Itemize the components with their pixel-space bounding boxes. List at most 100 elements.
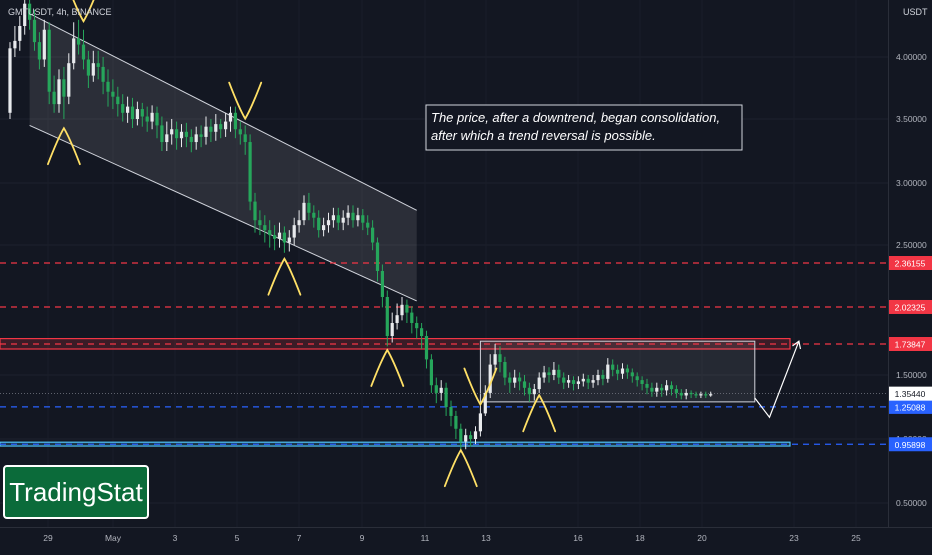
candle[interactable] xyxy=(459,423,463,450)
candle[interactable] xyxy=(395,303,399,330)
candle[interactable] xyxy=(297,210,301,233)
candle[interactable] xyxy=(449,400,453,427)
candle[interactable] xyxy=(62,66,66,119)
candle[interactable] xyxy=(635,372,639,387)
candle[interactable] xyxy=(424,330,429,369)
candle[interactable] xyxy=(464,428,468,450)
candle[interactable] xyxy=(219,119,223,139)
candle[interactable] xyxy=(42,19,46,67)
candle[interactable] xyxy=(581,373,585,387)
candle[interactable] xyxy=(434,377,438,404)
candle[interactable] xyxy=(366,215,370,236)
candle[interactable] xyxy=(214,114,218,141)
candle[interactable] xyxy=(552,362,556,381)
candle[interactable] xyxy=(302,195,306,226)
candle[interactable] xyxy=(307,192,311,221)
candle[interactable] xyxy=(23,0,27,35)
candle[interactable] xyxy=(483,385,487,416)
candle[interactable] xyxy=(145,106,149,132)
candle[interactable] xyxy=(312,205,316,228)
candle[interactable] xyxy=(253,192,257,233)
candle[interactable] xyxy=(650,382,654,397)
candle[interactable] xyxy=(478,405,482,437)
candle[interactable] xyxy=(199,125,203,148)
candle[interactable] xyxy=(111,79,115,110)
candle[interactable] xyxy=(258,210,262,236)
candle[interactable] xyxy=(341,210,345,231)
candle[interactable] xyxy=(655,382,659,397)
candle[interactable] xyxy=(204,116,208,145)
candle[interactable] xyxy=(189,129,193,153)
candle[interactable] xyxy=(665,380,669,396)
candle[interactable] xyxy=(469,431,473,447)
candle[interactable] xyxy=(86,50,90,88)
candle[interactable] xyxy=(454,410,458,439)
candle[interactable] xyxy=(351,205,355,228)
candle[interactable] xyxy=(689,390,693,399)
candle[interactable] xyxy=(596,369,600,386)
candle[interactable] xyxy=(101,57,105,95)
candle[interactable] xyxy=(375,237,380,282)
candle[interactable] xyxy=(292,217,296,245)
candle[interactable] xyxy=(503,356,507,386)
candle[interactable] xyxy=(155,106,159,139)
candle[interactable] xyxy=(611,359,615,377)
candle[interactable] xyxy=(694,391,698,399)
candle[interactable] xyxy=(150,105,154,130)
candle[interactable] xyxy=(385,290,389,347)
candle[interactable] xyxy=(704,391,708,399)
candle[interactable] xyxy=(28,0,32,30)
candle[interactable] xyxy=(248,134,252,211)
annotation-box[interactable]: The price, after a downtrend, began cons… xyxy=(425,104,743,151)
candle[interactable] xyxy=(679,389,683,400)
candle[interactable] xyxy=(508,372,512,393)
candle[interactable] xyxy=(640,376,644,391)
candle[interactable] xyxy=(116,86,120,117)
candle[interactable] xyxy=(493,343,497,373)
candle[interactable] xyxy=(273,225,277,251)
candle[interactable] xyxy=(439,380,443,401)
candle[interactable] xyxy=(586,375,590,390)
candle[interactable] xyxy=(630,368,634,383)
candle[interactable] xyxy=(228,106,233,132)
candle[interactable] xyxy=(518,372,522,391)
candle[interactable] xyxy=(606,358,610,383)
candle[interactable] xyxy=(135,101,139,126)
candle[interactable] xyxy=(429,354,433,393)
candle[interactable] xyxy=(238,121,242,145)
candle[interactable] xyxy=(542,365,546,383)
candle[interactable] xyxy=(410,306,414,334)
candle[interactable] xyxy=(175,121,179,150)
candle[interactable] xyxy=(322,217,326,237)
candle[interactable] xyxy=(567,375,571,388)
candle[interactable] xyxy=(709,391,713,397)
candle[interactable] xyxy=(400,297,404,321)
candle[interactable] xyxy=(371,220,375,251)
candle[interactable] xyxy=(513,369,517,388)
candle[interactable] xyxy=(616,364,620,381)
candle[interactable] xyxy=(121,94,125,122)
candle[interactable] xyxy=(13,26,17,57)
candle[interactable] xyxy=(326,212,331,233)
candle[interactable] xyxy=(57,69,61,113)
candle[interactable] xyxy=(361,209,365,231)
candle[interactable] xyxy=(77,19,81,55)
candle[interactable] xyxy=(547,367,551,383)
candle[interactable] xyxy=(91,50,95,82)
candle[interactable] xyxy=(8,42,12,119)
candle[interactable] xyxy=(699,391,703,399)
candle[interactable] xyxy=(645,378,649,395)
candle[interactable] xyxy=(669,381,674,396)
candle[interactable] xyxy=(331,207,335,228)
candle[interactable] xyxy=(473,426,478,445)
candle[interactable] xyxy=(18,16,22,51)
candle[interactable] xyxy=(268,220,272,248)
candle[interactable] xyxy=(224,112,228,137)
candle[interactable] xyxy=(37,32,41,70)
candle[interactable] xyxy=(160,116,164,151)
candle[interactable] xyxy=(81,29,86,70)
candle[interactable] xyxy=(562,372,566,390)
candle[interactable] xyxy=(336,207,340,231)
candle[interactable] xyxy=(184,122,188,148)
